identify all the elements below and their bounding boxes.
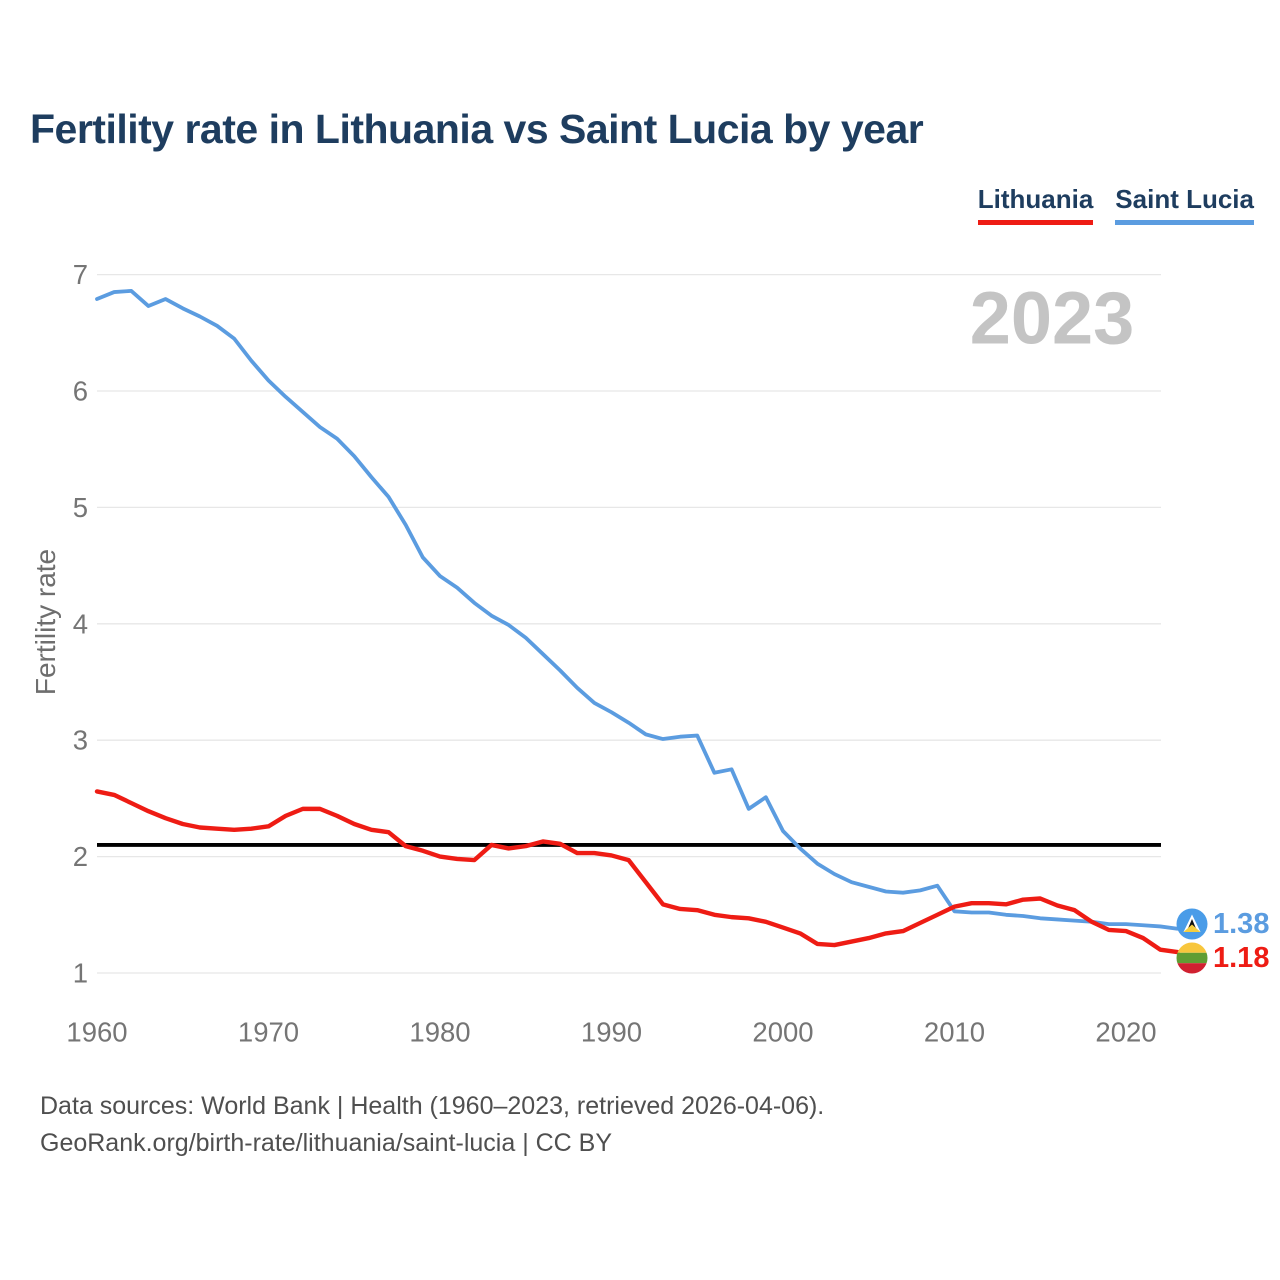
x-tick-label: 1980: [409, 1017, 470, 1048]
y-tick-label: 6: [73, 376, 88, 407]
y-tick-label: 2: [73, 841, 88, 872]
x-tick-label: 2010: [924, 1017, 985, 1048]
y-tick-label: 5: [73, 492, 88, 523]
end-value-label-saint-lucia: 1.38: [1213, 908, 1269, 940]
x-tick-label: 2020: [1095, 1017, 1156, 1048]
series-line-saint-lucia[interactable]: [95, 288, 1180, 931]
series-line-lithuania[interactable]: [94, 789, 1180, 955]
end-value-label-lithuania: 1.18: [1213, 942, 1269, 974]
x-tick-label: 1990: [581, 1017, 642, 1048]
footer: Data sources: World Bank | Health (1960–…: [40, 1088, 824, 1162]
lithuania-flag-icon: [1176, 942, 1208, 974]
y-tick-label: 3: [73, 725, 88, 756]
data-source-line: Data sources: World Bank | Health (1960–…: [40, 1092, 825, 1120]
x-tick-label: 1960: [66, 1017, 127, 1048]
saint-lucia-flag-icon: [1176, 908, 1208, 940]
x-tick-label: 2000: [752, 1017, 813, 1048]
legend-item-saint-lucia[interactable]: Saint Lucia: [1115, 184, 1254, 225]
y-tick-label: 4: [73, 608, 88, 639]
legend: Lithuania Saint Lucia: [977, 184, 1254, 225]
y-tick-label: 1: [73, 958, 88, 989]
legend-item-lithuania[interactable]: Lithuania: [977, 184, 1094, 225]
attribution-link[interactable]: GeoRank.org/birth-rate/lithuania/saint-l…: [40, 1129, 613, 1157]
y-tick-label: 7: [73, 259, 88, 290]
x-tick-label: 1970: [238, 1017, 299, 1048]
watermark-year: 2023: [970, 277, 1135, 360]
page-title: Fertility rate in Lithuania vs Saint Luc…: [30, 106, 924, 152]
